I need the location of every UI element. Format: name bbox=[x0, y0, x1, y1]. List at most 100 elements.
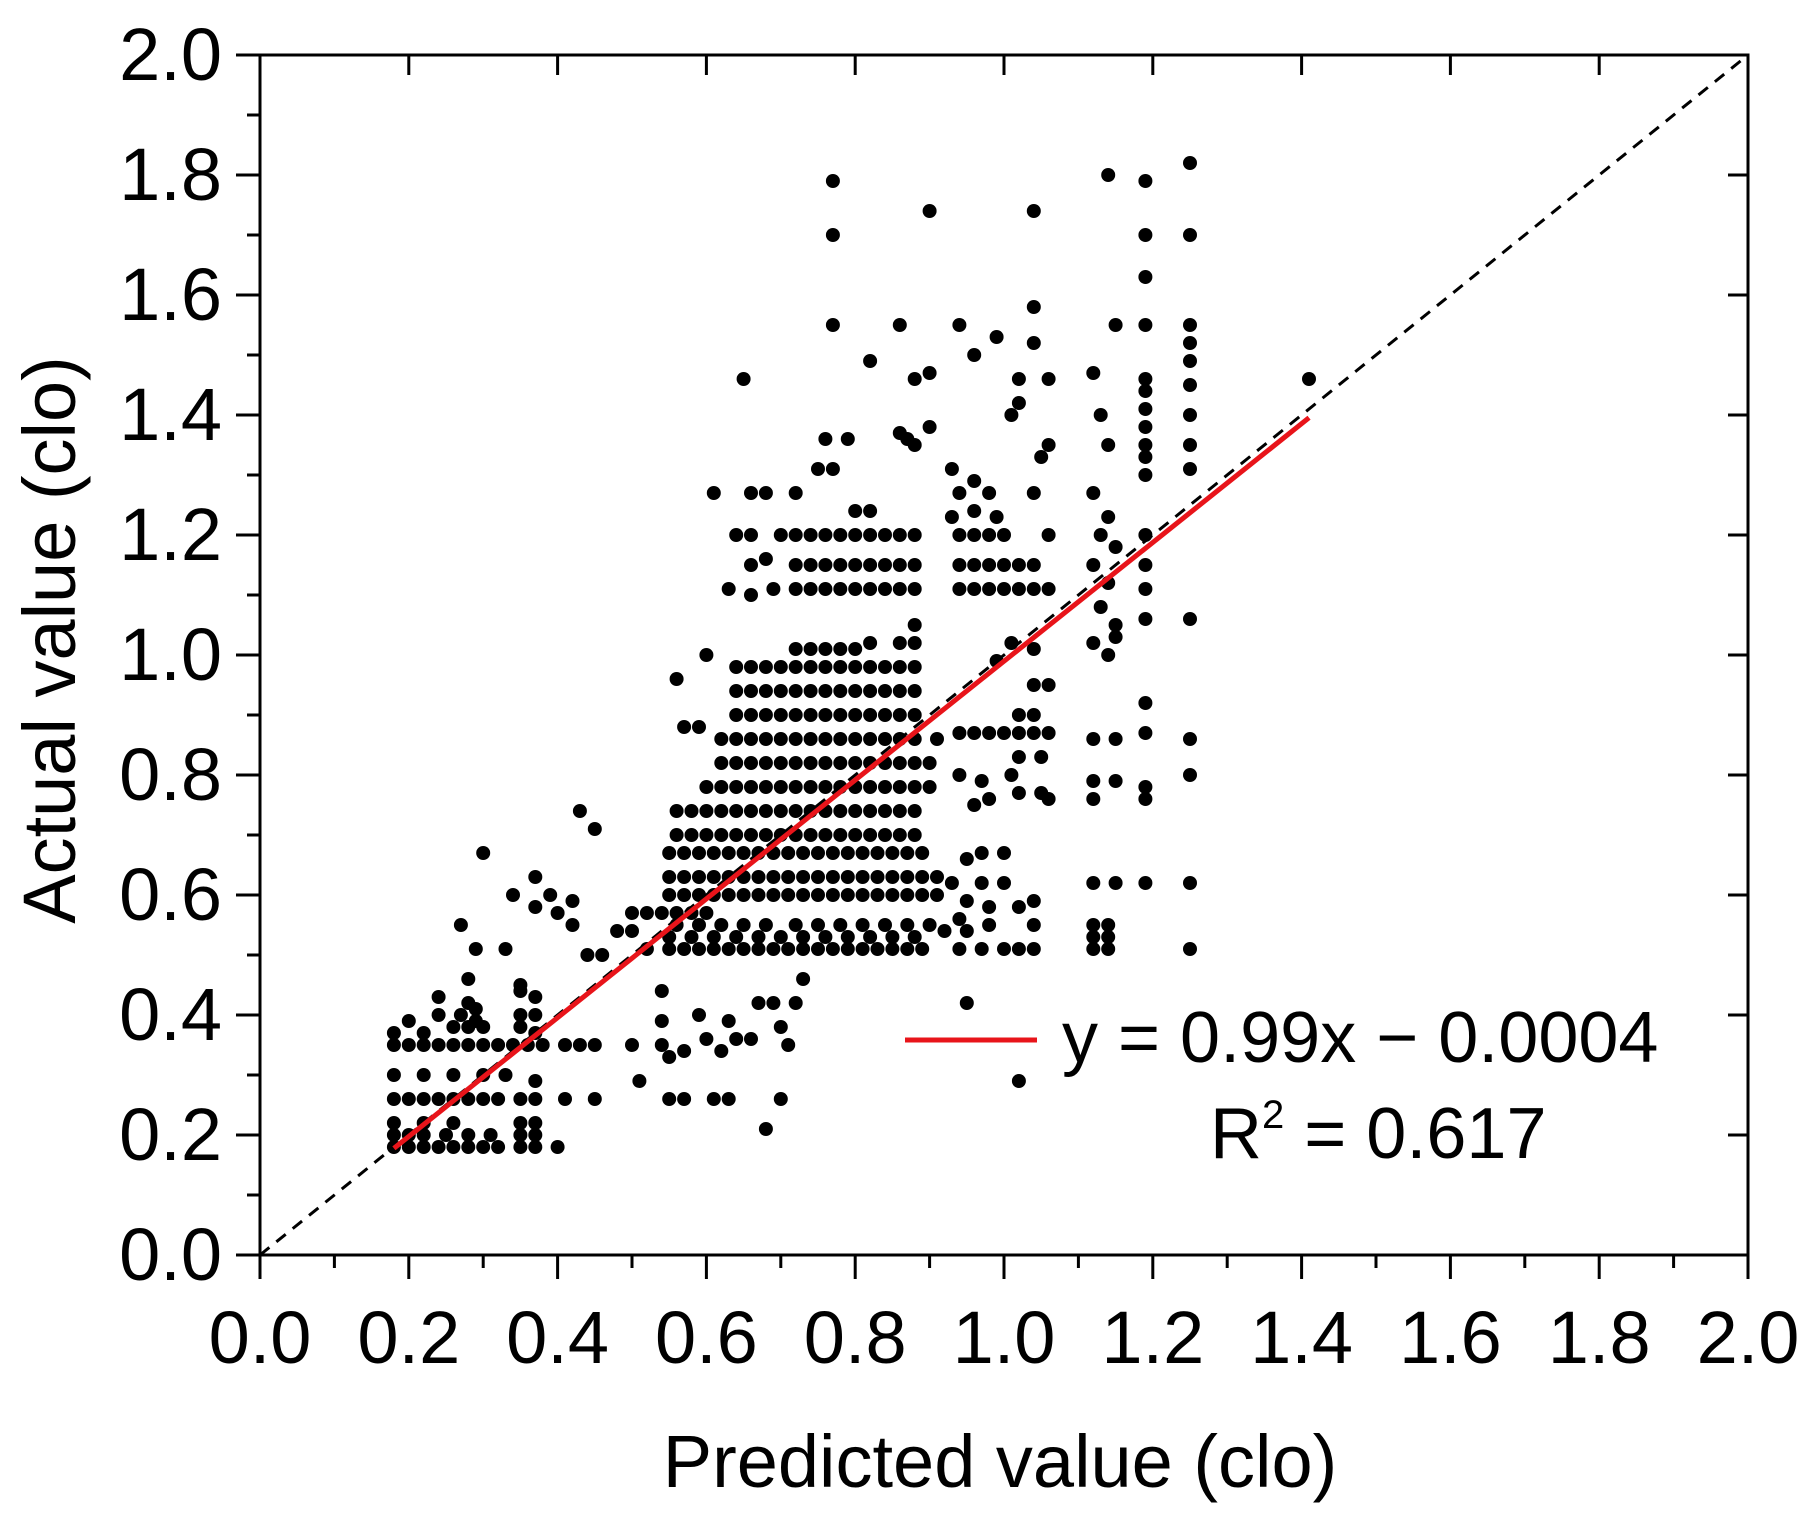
data-point bbox=[997, 876, 1011, 890]
data-point bbox=[729, 930, 744, 944]
data-point bbox=[833, 660, 848, 674]
data-point bbox=[997, 558, 1011, 572]
data-point bbox=[543, 888, 558, 902]
data-point bbox=[528, 1008, 543, 1022]
data-point bbox=[1011, 372, 1026, 386]
data-point bbox=[1138, 174, 1153, 188]
data-point bbox=[625, 1038, 639, 1052]
data-point bbox=[1138, 582, 1153, 596]
data-point bbox=[692, 846, 706, 860]
data-point bbox=[907, 780, 922, 794]
data-point bbox=[885, 942, 900, 956]
x-tick-label: 0.8 bbox=[804, 1296, 907, 1379]
data-point bbox=[997, 726, 1011, 740]
data-point bbox=[1034, 750, 1049, 764]
data-point bbox=[468, 942, 483, 956]
data-point bbox=[736, 888, 751, 902]
data-point bbox=[915, 942, 930, 956]
data-point bbox=[401, 1014, 416, 1028]
data-point bbox=[997, 942, 1011, 956]
data-point bbox=[1101, 930, 1116, 944]
data-point bbox=[922, 204, 937, 218]
data-point bbox=[386, 1116, 401, 1130]
data-point bbox=[476, 1038, 491, 1052]
data-point bbox=[900, 942, 915, 956]
data-point bbox=[892, 528, 907, 542]
data-point bbox=[863, 804, 878, 818]
data-point bbox=[803, 642, 818, 656]
data-point bbox=[878, 684, 892, 698]
data-point bbox=[1138, 876, 1153, 890]
data-point bbox=[788, 558, 803, 572]
data-point bbox=[439, 1128, 453, 1142]
data-point bbox=[386, 1026, 401, 1040]
data-point bbox=[803, 582, 818, 596]
data-point bbox=[1093, 408, 1108, 422]
data-point bbox=[803, 684, 818, 698]
data-point bbox=[446, 1038, 461, 1052]
data-point bbox=[892, 558, 907, 572]
data-point bbox=[1026, 336, 1041, 350]
data-point bbox=[550, 1140, 565, 1154]
data-point bbox=[863, 930, 878, 944]
data-point bbox=[699, 648, 714, 662]
data-point bbox=[863, 354, 878, 368]
data-point bbox=[744, 756, 758, 770]
data-point bbox=[758, 1122, 773, 1136]
data-point bbox=[855, 846, 870, 860]
data-point bbox=[446, 1068, 461, 1082]
data-point bbox=[959, 996, 974, 1010]
data-point bbox=[766, 870, 781, 884]
data-point bbox=[758, 708, 773, 722]
data-point bbox=[825, 888, 840, 902]
data-point bbox=[959, 924, 974, 938]
data-point bbox=[952, 726, 967, 740]
data-point bbox=[818, 780, 833, 794]
data-point bbox=[944, 462, 959, 476]
data-point bbox=[915, 846, 930, 860]
y-tick-label: 1.0 bbox=[119, 613, 222, 696]
data-point bbox=[729, 804, 744, 818]
data-point bbox=[1086, 636, 1101, 650]
data-point bbox=[677, 870, 692, 884]
data-point bbox=[1026, 204, 1041, 218]
data-point bbox=[1093, 528, 1108, 542]
data-point bbox=[1026, 726, 1041, 740]
data-point bbox=[751, 870, 766, 884]
data-point bbox=[997, 846, 1011, 860]
data-point bbox=[1011, 558, 1026, 572]
data-point bbox=[766, 888, 781, 902]
data-point bbox=[848, 756, 863, 770]
data-point bbox=[863, 582, 878, 596]
data-point bbox=[1086, 732, 1101, 746]
data-point bbox=[840, 930, 855, 944]
data-point bbox=[565, 918, 580, 932]
data-point bbox=[989, 330, 1004, 344]
data-point bbox=[863, 780, 878, 794]
data-point bbox=[1086, 774, 1101, 788]
data-point bbox=[1034, 450, 1049, 464]
data-point bbox=[431, 990, 446, 1004]
data-point bbox=[773, 1092, 788, 1106]
data-point bbox=[982, 528, 997, 542]
data-point bbox=[781, 870, 796, 884]
data-point bbox=[811, 918, 825, 932]
data-point bbox=[818, 432, 833, 446]
data-point bbox=[1183, 378, 1197, 392]
data-point bbox=[848, 804, 863, 818]
data-point bbox=[788, 642, 803, 656]
data-point bbox=[669, 906, 684, 920]
data-point bbox=[706, 942, 721, 956]
data-point bbox=[930, 870, 944, 884]
data-point bbox=[692, 720, 706, 734]
data-point bbox=[907, 372, 922, 386]
data-point bbox=[1101, 648, 1116, 662]
data-point bbox=[758, 804, 773, 818]
data-point bbox=[386, 1038, 401, 1052]
data-point bbox=[558, 1038, 572, 1052]
data-point bbox=[811, 846, 825, 860]
data-point bbox=[758, 918, 773, 932]
data-point bbox=[587, 1092, 602, 1106]
data-point bbox=[677, 1044, 692, 1058]
